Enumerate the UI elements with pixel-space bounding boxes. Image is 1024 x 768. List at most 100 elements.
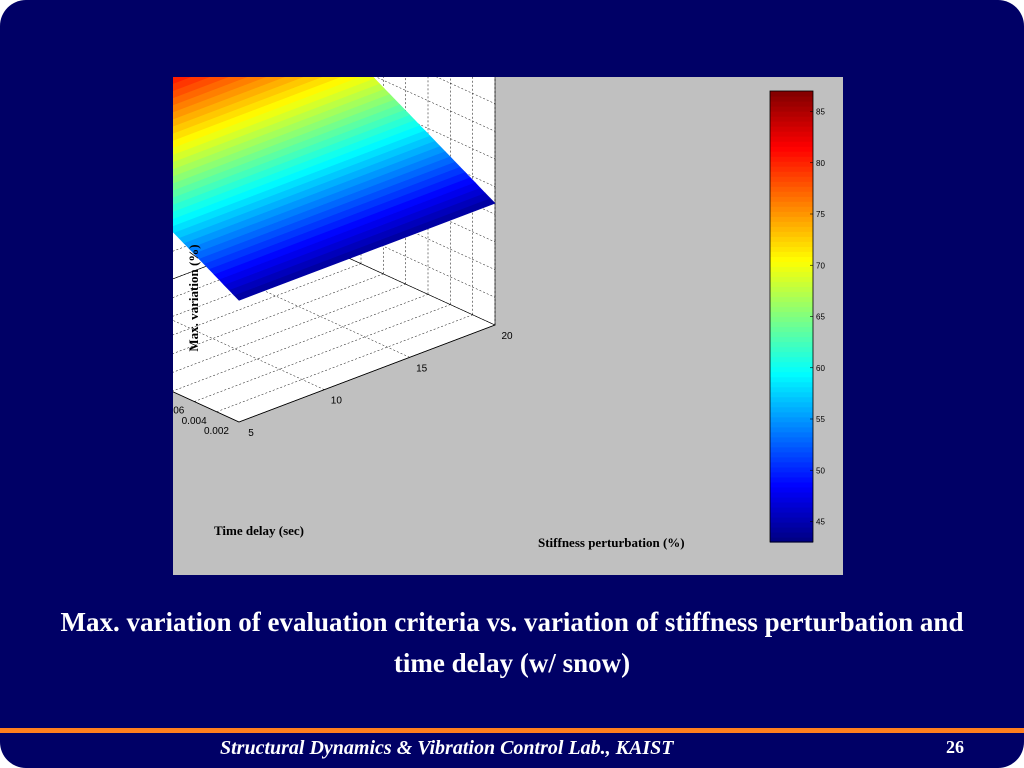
colorbar-segment	[770, 151, 813, 157]
colorbar-segment	[770, 96, 813, 102]
colorbar-segment	[770, 501, 813, 508]
colorbar-segment	[770, 201, 813, 207]
surface-patch	[173, 77, 285, 120]
colorbar-segment	[770, 281, 813, 288]
colorbar-segment	[770, 341, 813, 348]
colorbar-segment	[770, 241, 813, 247]
colorbar-segment	[770, 336, 813, 343]
colorbar-segment	[770, 441, 813, 448]
colorbar-segment	[770, 116, 813, 122]
colorbar-tick-label: 60	[816, 364, 825, 373]
colorbar-segment	[770, 396, 813, 403]
colorbar-segment	[770, 141, 813, 147]
colorbar-segment	[770, 286, 813, 293]
colorbar: 45 50 55 60 65 70 75 80 85	[769, 90, 825, 543]
grid-line	[436, 77, 496, 104]
colorbar-segment	[770, 346, 813, 353]
colorbar-segment	[770, 136, 813, 142]
colorbar-tick-label: 75	[816, 210, 825, 219]
colorbar-segment	[770, 381, 813, 388]
colorbar-segment	[770, 456, 813, 463]
colorbar-segment	[770, 211, 813, 217]
grid-line	[194, 304, 451, 402]
colorbar-segment	[770, 371, 813, 378]
surface-patch	[173, 77, 267, 113]
colorbar-segment	[770, 421, 813, 428]
colorbar-segment	[770, 331, 813, 338]
colorbar-segment	[770, 436, 813, 443]
colorbar-segment	[770, 351, 813, 358]
colorbar-segment	[770, 301, 813, 308]
colorbar-segment	[770, 476, 813, 483]
y-tick-label: 0.004	[182, 416, 207, 427]
colorbar-segment	[770, 516, 813, 523]
colorbar-segment	[770, 156, 813, 162]
footer: Structural Dynamics & Vibration Control …	[0, 737, 1024, 765]
colorbar-segment	[770, 246, 813, 252]
colorbar-tick-label: 70	[816, 261, 825, 270]
y-tick-label: 0.002	[204, 426, 229, 437]
surface-patch	[173, 77, 360, 148]
colorbar-segment	[770, 466, 813, 473]
colorbar-segment	[770, 416, 813, 423]
axes-lines	[173, 324, 496, 423]
colorbar-segment	[770, 311, 813, 318]
colorbar-segment	[770, 391, 813, 398]
colorbar-segment	[770, 431, 813, 438]
colorbar-segment	[770, 481, 813, 488]
colorbar-segment	[770, 171, 813, 177]
colorbar-segment	[770, 231, 813, 237]
colorbar-segment	[770, 531, 813, 538]
surface-patch	[173, 77, 375, 155]
colorbar-segment	[770, 111, 813, 117]
surface-patch	[173, 77, 229, 99]
colorbar-segment	[770, 506, 813, 513]
z-axis-label: Max. variation (%)	[186, 244, 201, 351]
colorbar-segment	[770, 146, 813, 152]
surface-patch	[173, 77, 248, 106]
colorbar-segment	[770, 486, 813, 493]
x-tick-label: 10	[331, 396, 343, 407]
chart-panel: 01020304050607080900.0020.0040.0060.0080…	[173, 77, 843, 575]
colorbar-segment	[770, 256, 813, 262]
grid-line	[216, 314, 473, 413]
grid-line	[173, 273, 384, 354]
surface-patch	[173, 77, 192, 84]
colorbar-segment	[770, 261, 813, 267]
colorbar-segment	[770, 496, 813, 503]
colorbar-segment	[770, 236, 813, 242]
colorbar-segment	[770, 536, 813, 543]
colorbar-segment	[770, 206, 813, 212]
surface	[173, 77, 496, 301]
colorbar-segment	[770, 491, 813, 498]
slide-caption: Max. variation of evaluation criteria vs…	[60, 607, 964, 678]
grid-line	[173, 283, 406, 373]
colorbar-segment	[770, 296, 813, 303]
colorbar-segment	[770, 511, 813, 518]
y-axis-label: Time delay (sec)	[214, 523, 304, 538]
colorbar-segment	[770, 361, 813, 368]
surface-chart: 01020304050607080900.0020.0040.0060.0080…	[173, 77, 825, 550]
colorbar-segment	[770, 306, 813, 313]
y-tick-label: 0.006	[173, 406, 185, 417]
colorbar-segment	[770, 251, 813, 257]
colorbar-segment	[770, 526, 813, 533]
x-tick-label: 15	[416, 363, 428, 374]
grid-line	[173, 263, 362, 336]
colorbar-tick-label: 50	[816, 466, 825, 475]
colorbar-segment	[770, 461, 813, 468]
colorbar-segment	[770, 106, 813, 112]
colorbar-segment	[770, 451, 813, 458]
colorbar-segment	[770, 101, 813, 107]
colorbar-tick-label: 45	[816, 518, 825, 527]
x-tick-label: 20	[501, 331, 513, 342]
colorbar-segment	[770, 121, 813, 127]
colorbar-segment	[770, 376, 813, 383]
colorbar-segment	[770, 221, 813, 227]
grid-line	[375, 77, 496, 132]
colorbar-segment	[770, 271, 813, 278]
footer-rule	[0, 728, 1024, 733]
colorbar-segment	[770, 326, 813, 333]
surface-patch	[173, 77, 304, 127]
x-tick-label: 5	[248, 428, 254, 439]
